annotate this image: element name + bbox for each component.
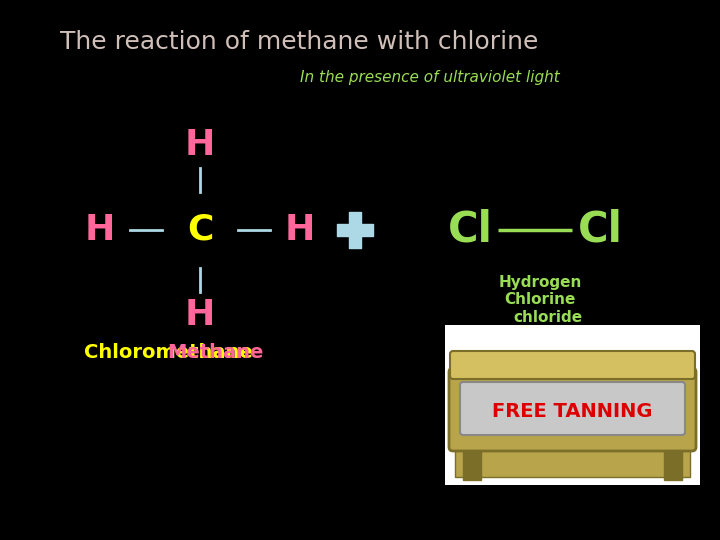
Text: Cl: Cl <box>577 209 622 251</box>
Bar <box>664 445 682 480</box>
Text: Chloromethane: Chloromethane <box>84 342 253 361</box>
Bar <box>463 445 481 480</box>
Bar <box>480 360 494 374</box>
FancyBboxPatch shape <box>460 382 685 435</box>
Text: In the presence of ultraviolet light: In the presence of ultraviolet light <box>300 70 560 85</box>
Text: H: H <box>85 213 115 247</box>
Bar <box>445 325 700 485</box>
Text: Chlorine: Chlorine <box>504 293 576 307</box>
Bar <box>645 360 659 374</box>
Text: Cl: Cl <box>448 209 492 251</box>
Text: H: H <box>185 298 215 332</box>
Text: Methane: Methane <box>167 342 264 361</box>
Text: FREE TANNING: FREE TANNING <box>492 402 653 421</box>
Text: chloride: chloride <box>513 310 582 326</box>
FancyBboxPatch shape <box>449 368 696 451</box>
Text: The reaction of methane with chlorine: The reaction of methane with chlorine <box>60 30 539 54</box>
Bar <box>455 449 690 477</box>
Text: H: H <box>285 213 315 247</box>
Text: C: C <box>186 213 213 247</box>
Text: Hydrogen: Hydrogen <box>498 274 582 289</box>
FancyBboxPatch shape <box>450 351 695 379</box>
Text: H: H <box>185 128 215 162</box>
